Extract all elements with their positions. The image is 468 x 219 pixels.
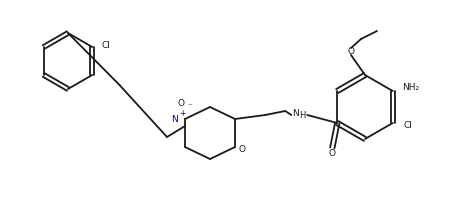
Text: O: O	[239, 145, 246, 154]
Text: O: O	[348, 46, 354, 55]
Text: ⁻: ⁻	[188, 102, 192, 111]
Text: N: N	[172, 115, 178, 124]
Text: Cl: Cl	[403, 120, 412, 129]
Text: N: N	[292, 110, 299, 118]
Text: O: O	[329, 150, 336, 159]
Text: NH₂: NH₂	[402, 83, 419, 92]
Text: O: O	[177, 99, 184, 108]
Text: Cl: Cl	[102, 41, 111, 49]
Text: H: H	[299, 111, 306, 120]
Text: +: +	[179, 108, 185, 118]
